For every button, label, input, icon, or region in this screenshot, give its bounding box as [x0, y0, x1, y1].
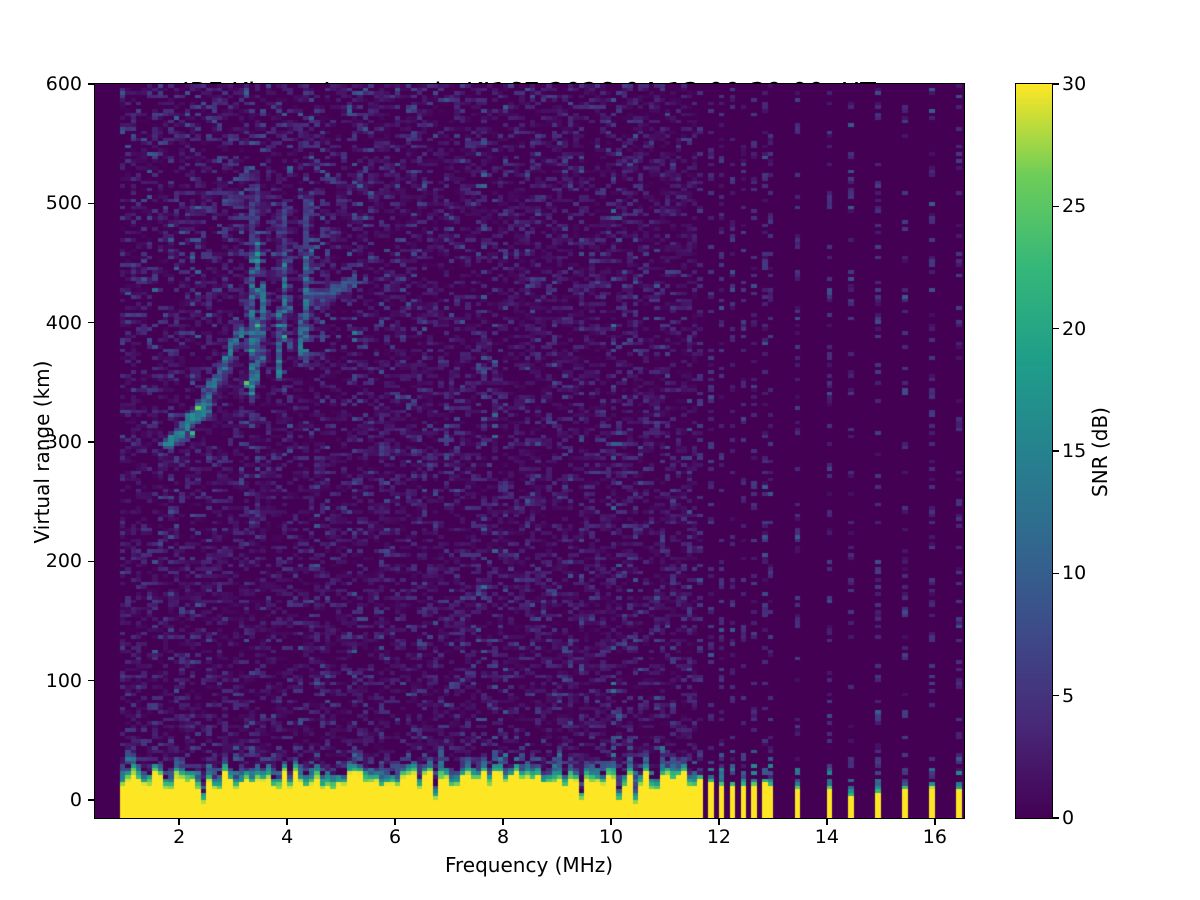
- x-tick-mark: [718, 819, 720, 825]
- colorbar-tick-label: 15: [1062, 440, 1087, 462]
- y-tick-mark: [88, 560, 95, 563]
- y-tick-label: 300: [45, 430, 82, 453]
- colorbar-tick-mark: [1053, 83, 1059, 85]
- colorbar-tick-label: 0: [1062, 807, 1075, 829]
- y-axis-label: Virtual range (km): [30, 360, 54, 544]
- x-tick-label: 8: [497, 826, 510, 848]
- x-tick-label: 12: [706, 826, 732, 848]
- x-tick-label: 14: [814, 826, 839, 848]
- y-tick-mark: [88, 441, 95, 443]
- colorbar-tick-mark: [1053, 450, 1059, 452]
- colorbar-tick-mark: [1053, 572, 1059, 575]
- x-tick-label: 2: [173, 826, 186, 848]
- colorbar-tick-label: 30: [1062, 73, 1087, 95]
- colorbar-tick-mark: [1053, 327, 1059, 330]
- colorbar-tick-mark: [1053, 694, 1059, 697]
- y-tick-mark: [88, 799, 95, 801]
- colorbar: [1016, 84, 1052, 818]
- ionogram-heatmap: [95, 84, 964, 818]
- y-tick-label: 200: [45, 550, 82, 573]
- x-axis-label: Frequency (MHz): [444, 853, 614, 877]
- x-tick-mark: [286, 819, 288, 825]
- y-tick-label: 600: [45, 73, 82, 95]
- x-tick-mark: [502, 819, 504, 825]
- y-tick-mark: [88, 679, 95, 682]
- y-tick-mark: [88, 83, 95, 85]
- x-tick-mark: [610, 819, 612, 825]
- colorbar-tick-label: 20: [1062, 317, 1087, 340]
- y-tick-label: 500: [45, 192, 82, 215]
- y-tick-label: 400: [45, 311, 82, 334]
- y-tick-label: 100: [45, 669, 82, 692]
- y-tick-mark: [88, 202, 95, 205]
- x-tick-label: 6: [389, 826, 402, 848]
- x-tick-label: 16: [922, 826, 947, 848]
- colorbar-tick-mark: [1053, 205, 1059, 208]
- colorbar-tick-label: 25: [1062, 195, 1087, 218]
- colorbar-label: SNR (dB): [1088, 407, 1112, 497]
- x-tick-mark: [394, 819, 396, 825]
- y-tick-label: 0: [69, 788, 82, 811]
- colorbar-tick-mark: [1053, 817, 1059, 819]
- colorbar-tick-label: 5: [1062, 684, 1075, 707]
- x-tick-label: 10: [598, 826, 624, 848]
- x-tick-mark: [178, 819, 180, 825]
- x-tick-mark: [934, 819, 936, 825]
- y-tick-mark: [88, 321, 95, 324]
- x-tick-mark: [826, 819, 828, 825]
- x-tick-label: 4: [281, 826, 294, 848]
- colorbar-tick-label: 10: [1062, 562, 1087, 585]
